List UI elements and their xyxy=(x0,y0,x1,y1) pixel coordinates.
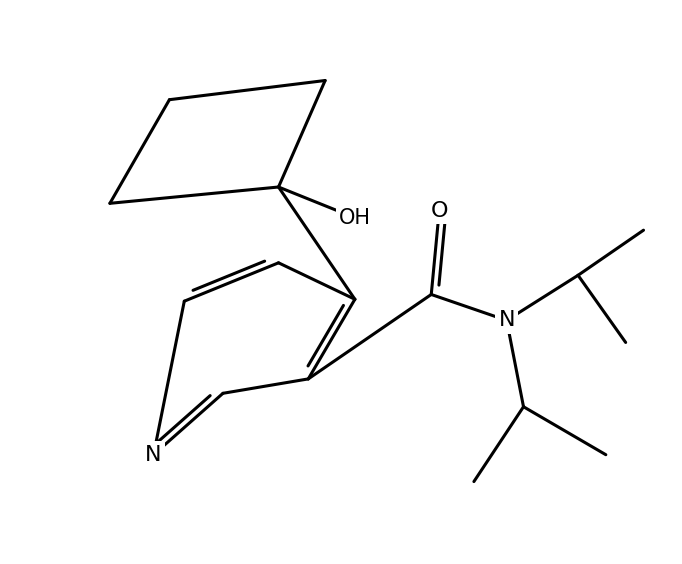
Text: O: O xyxy=(430,201,448,221)
Text: N: N xyxy=(499,310,515,331)
Text: N: N xyxy=(145,444,162,465)
Text: OH: OH xyxy=(339,208,371,228)
